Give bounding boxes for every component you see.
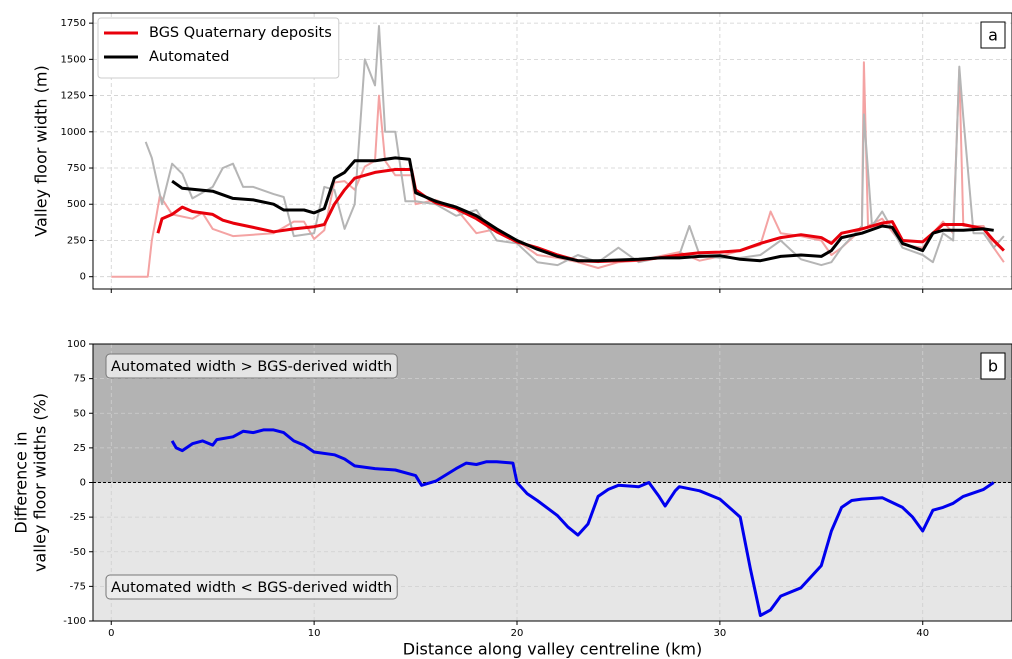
series-line	[111, 61, 1005, 278]
y-tick-label: 1500	[61, 54, 86, 65]
region-below	[93, 482, 1012, 621]
x-tick-label: 40	[916, 628, 929, 639]
x-tick-label: 30	[714, 628, 727, 639]
y-axis-label: Valley floor width (m)	[32, 65, 51, 236]
y-tick-label: 75	[73, 374, 86, 385]
y-tick-label: 1000	[61, 127, 86, 138]
y-axis-label: valley floor widths (%)	[31, 393, 50, 572]
x-tick-label: 10	[308, 628, 321, 639]
y-tick-label: 25	[73, 443, 86, 454]
y-tick-label: -100	[63, 616, 86, 627]
y-tick-label: -50	[70, 547, 86, 558]
y-tick-label: 0	[80, 478, 86, 489]
x-axis-label: Distance along valley centreline (km)	[403, 640, 702, 659]
annotation-box	[105, 353, 398, 379]
y-tick-label: 500	[67, 199, 86, 210]
y-tick-label: 1250	[61, 91, 86, 102]
panel-label-box	[980, 21, 1006, 49]
y-tick-label: 750	[67, 163, 86, 174]
annotation: Automated width < BGS-derived width	[111, 580, 392, 596]
annotation: Automated width > BGS-derived width	[111, 359, 392, 375]
y-tick-label: 50	[73, 408, 86, 419]
plot-lines	[111, 25, 1005, 278]
y-tick-label: -75	[70, 581, 86, 592]
x-tick-label: 0	[108, 628, 114, 639]
legend-label: Automated	[149, 49, 230, 65]
plot-frame	[92, 343, 1012, 622]
panel-label: b	[988, 357, 998, 376]
y-axis-label: Difference in	[12, 431, 31, 533]
panel-label-box	[980, 352, 1006, 380]
plot-frame	[92, 12, 1012, 290]
y-tick-label: -25	[70, 512, 86, 523]
y-tick-label: 1750	[61, 18, 86, 29]
y-tick-label: 100	[67, 339, 86, 350]
annotation-box	[105, 574, 398, 600]
legend-label: BGS Quaternary deposits	[149, 25, 332, 41]
panel-label: a	[988, 26, 998, 45]
series-line	[156, 168, 1005, 263]
y-tick-label: 250	[67, 235, 86, 246]
x-tick-label: 20	[511, 628, 524, 639]
y-tick-label: 0	[80, 272, 86, 283]
series-line	[170, 428, 995, 617]
plot-lines	[170, 428, 995, 617]
legend-box	[97, 17, 340, 79]
series-line	[171, 156, 994, 263]
